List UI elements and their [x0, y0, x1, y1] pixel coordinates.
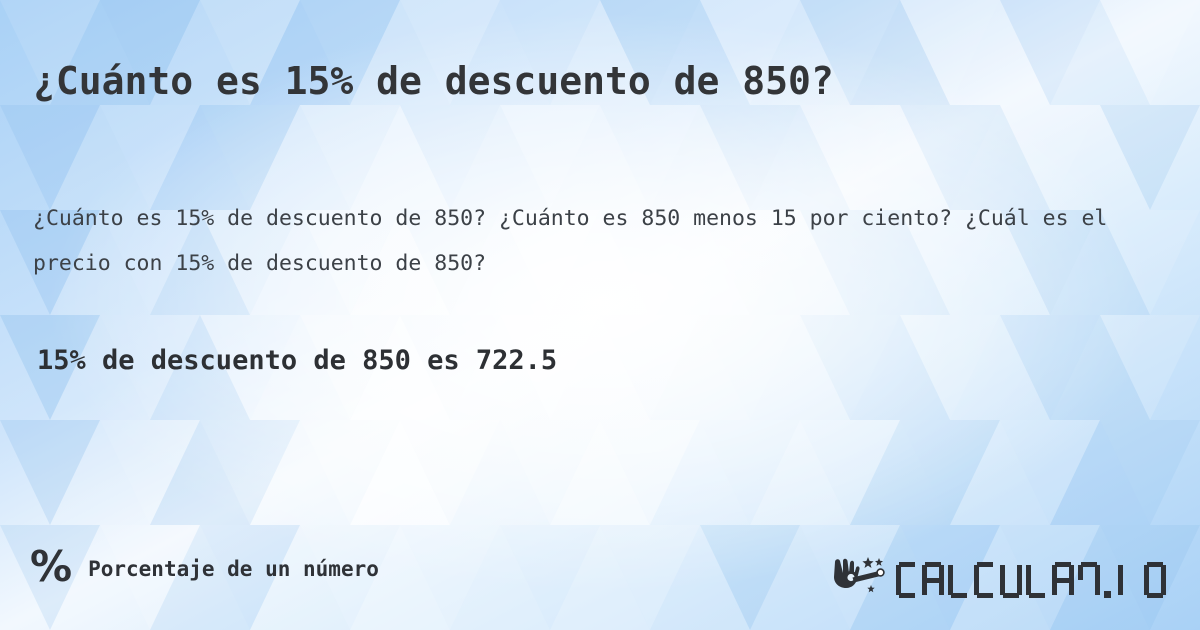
logo-char-a2: [1052, 562, 1074, 598]
footer-category: % Porcentaje de un número: [30, 542, 379, 591]
page-description: ¿Cuánto es 15% de descuento de 850? ¿Cuá…: [33, 205, 1108, 276]
logo-char-c: [896, 562, 918, 598]
logo-char-a: [922, 562, 944, 598]
footer-category-label: Porcentaje de un número: [88, 557, 379, 581]
logo-char-l: [948, 562, 970, 598]
logo-char-dot: [1104, 562, 1114, 598]
percent-icon: %: [30, 542, 73, 591]
logo-char-i: [1118, 562, 1140, 598]
answer-statement: 15% de descuento de 850 es 722.5: [37, 345, 558, 376]
page-title: ¿Cuánto es 15% de descuento de 850?: [33, 59, 834, 104]
logo-char-c2: [974, 562, 996, 598]
brand-wordmark: [896, 552, 1170, 598]
magic-wand-hand-icon: [834, 557, 885, 593]
logo-char-t: [1078, 562, 1100, 598]
logo-char-o: [1144, 562, 1166, 598]
logo-char-l2: [1026, 562, 1048, 598]
logo-char-u: [1000, 562, 1022, 598]
brand-logo[interactable]: [828, 552, 1170, 598]
